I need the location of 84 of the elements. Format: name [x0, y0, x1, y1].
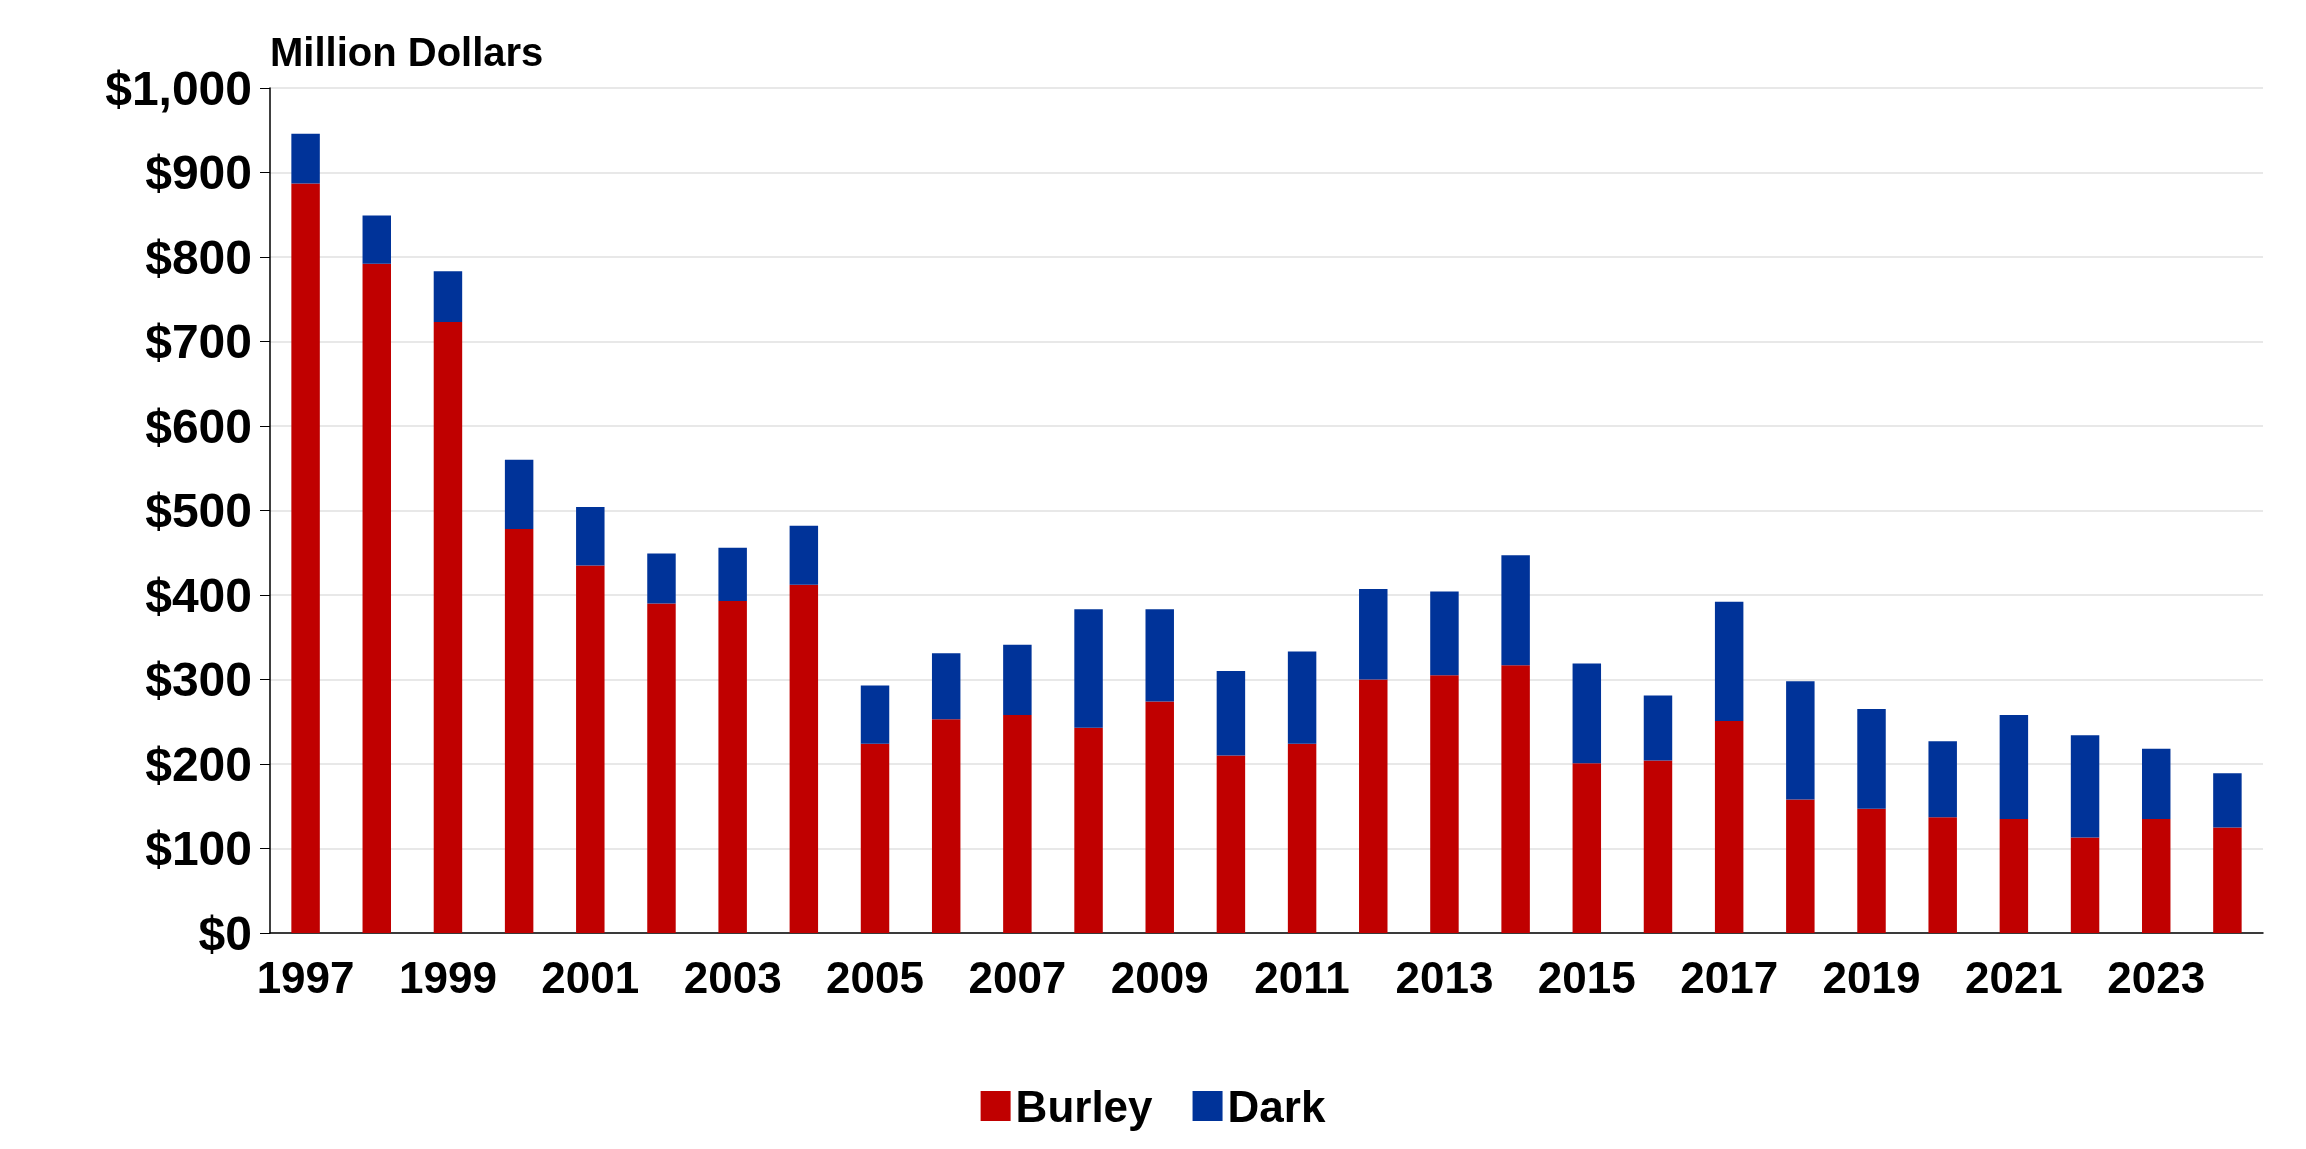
- bar: [1786, 681, 1815, 800]
- y-tick-label: $600: [145, 399, 252, 453]
- bar: [362, 263, 391, 933]
- y-tick-label: $400: [145, 568, 252, 622]
- x-tick-label: 2009: [1110, 952, 1209, 1002]
- bar: [1928, 741, 1957, 818]
- legend-label: Burley: [1015, 1081, 1154, 1131]
- y-tick-label: $500: [145, 484, 252, 537]
- y-tick-label: $200: [145, 737, 252, 791]
- x-tick-label: 2005: [826, 952, 924, 1002]
- x-tick-label: 2019: [1822, 952, 1921, 1002]
- bar: [1501, 555, 1530, 666]
- bar: [1857, 709, 1886, 809]
- bar: [1074, 609, 1103, 728]
- x-tick-label: 1999: [399, 952, 497, 1002]
- bar: [576, 507, 605, 566]
- bar: [2142, 818, 2171, 933]
- bar: [1714, 720, 1744, 933]
- bar: [1643, 760, 1673, 933]
- y-tick-label: $300: [145, 653, 252, 706]
- bar: [576, 565, 605, 933]
- x-tick-label: 2011: [1254, 952, 1350, 1002]
- y-tick-label: $1,000: [105, 61, 252, 115]
- bar: [504, 459, 534, 530]
- bar: [291, 133, 320, 184]
- bar: [362, 215, 391, 264]
- bar: [1999, 714, 2029, 819]
- bar: [2070, 735, 2100, 838]
- bar: [789, 584, 819, 933]
- x-tick-label: 2017: [1680, 952, 1779, 1002]
- x-tick-label: 2021: [1964, 952, 2063, 1002]
- x-tick-label: 2015: [1537, 952, 1636, 1002]
- x-tick-label: 2013: [1395, 952, 1494, 1002]
- bar: [1074, 727, 1103, 933]
- bar: [718, 600, 747, 933]
- bar: [1430, 675, 1459, 933]
- bar: [2142, 748, 2171, 819]
- bar: [1287, 743, 1317, 933]
- bar: [1714, 601, 1744, 721]
- x-tick-label: 2003: [683, 952, 782, 1002]
- y-tick-label: $700: [145, 315, 252, 368]
- bar: [433, 271, 463, 323]
- y-axis-title: Million Dollars: [270, 30, 544, 74]
- x-tick-label: 1997: [256, 952, 355, 1002]
- bar: [2213, 773, 2242, 828]
- bar: [1145, 609, 1174, 702]
- bar: [931, 719, 961, 933]
- bar: [1643, 695, 1673, 761]
- x-tick-label: 2023: [2107, 952, 2206, 1002]
- bar: [1287, 651, 1317, 744]
- bar: [1359, 679, 1388, 933]
- y-tick-label: $800: [145, 230, 252, 284]
- bar: [647, 603, 676, 933]
- legend-label: Dark: [1227, 1081, 1326, 1131]
- bar: [1786, 799, 1815, 933]
- y-tick-label: $0: [198, 906, 252, 960]
- bar: [2070, 837, 2100, 933]
- bar: [1216, 755, 1246, 933]
- bar: [647, 553, 676, 604]
- bar: [1928, 817, 1957, 933]
- bar: [1430, 591, 1459, 676]
- bar: [718, 547, 747, 601]
- bar: [1572, 763, 1602, 933]
- bar: [1003, 644, 1032, 715]
- bar: [1572, 663, 1602, 764]
- bar: [860, 685, 890, 744]
- bar: [789, 525, 819, 585]
- y-tick-label: $900: [145, 146, 252, 199]
- bar: [1857, 808, 1886, 933]
- bar: [931, 653, 961, 720]
- bar: [504, 529, 534, 933]
- bar: [1216, 671, 1246, 756]
- bar: [1145, 701, 1174, 933]
- bar: [1999, 818, 2029, 933]
- x-tick-label: 2007: [968, 952, 1067, 1002]
- bar: [1501, 665, 1530, 933]
- bar: [860, 743, 890, 933]
- y-tick-label: $100: [145, 822, 252, 875]
- bar: [433, 322, 463, 933]
- bar: [1359, 589, 1388, 680]
- x-tick-label: 2001: [541, 952, 640, 1002]
- bar: [291, 183, 320, 933]
- bar: [2213, 827, 2242, 933]
- bar: [1003, 714, 1032, 933]
